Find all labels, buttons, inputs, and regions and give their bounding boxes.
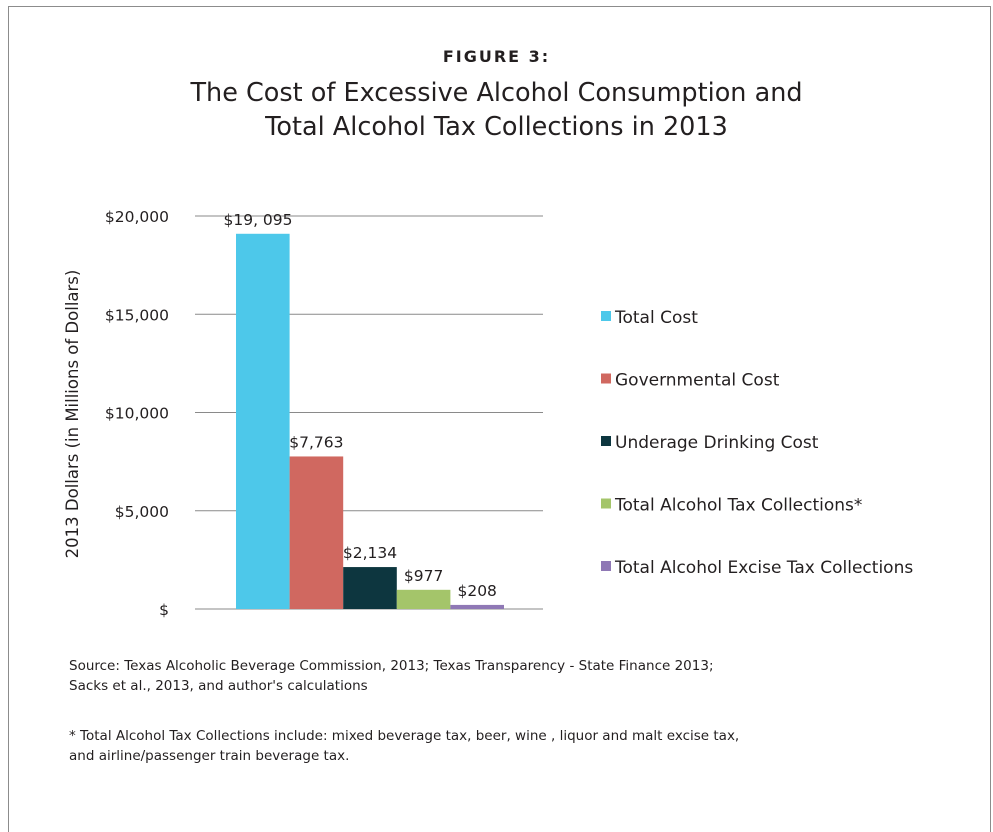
source-line-2: Sacks et al., 2013, and author's calcula… xyxy=(69,678,368,694)
y-tick-label: $15,000 xyxy=(105,306,169,324)
legend-label: Governmental Cost xyxy=(615,371,780,391)
legend-swatch xyxy=(601,561,611,571)
legend-label: Underage Drinking Cost xyxy=(615,433,819,453)
source-line-1: Source: Texas Alcoholic Beverage Commiss… xyxy=(69,658,714,674)
legend-label: Total Cost xyxy=(614,308,698,328)
legend-swatch xyxy=(601,436,611,446)
y-tick-label: $ xyxy=(159,601,169,619)
bar xyxy=(343,567,397,609)
source-note: Source: Texas Alcoholic Beverage Commiss… xyxy=(69,656,714,696)
legend: Total Cost Governmental Cost Underage Drin… xyxy=(601,308,913,578)
bar xyxy=(289,456,344,609)
bar-value-label: $2,134 xyxy=(343,544,397,562)
y-tick-label: $5,000 xyxy=(115,503,169,521)
legend-swatch xyxy=(601,373,611,384)
chart-title-line-1: The Cost of Excessive Alcohol Consumptio… xyxy=(190,78,803,108)
footnote-line-2: and airline/passenger train beverage tax… xyxy=(69,748,350,764)
figure-frame xyxy=(8,6,991,832)
figure-label: FIGURE 3: xyxy=(442,47,551,66)
y-axis-label: 2013 Dollars (in Millions of Dollars) xyxy=(63,270,82,559)
legend-swatch xyxy=(601,311,611,321)
y-axis-tick-labels: $ $5,000 $10,000 $15,000 $20,000 xyxy=(105,208,169,619)
bar xyxy=(396,589,451,609)
bar xyxy=(236,233,290,609)
bar-value-label: $7,763 xyxy=(289,433,343,451)
footnote-line-1: * Total Alcohol Tax Collections include:… xyxy=(69,728,740,744)
legend-label: Total Alcohol Excise Tax Collections xyxy=(614,558,913,578)
footnote: * Total Alcohol Tax Collections include:… xyxy=(69,726,739,766)
legend-swatch xyxy=(601,498,611,509)
bar-value-label: $19, 095 xyxy=(223,211,292,229)
bar-value-label: $208 xyxy=(457,582,496,600)
y-tick-label: $20,000 xyxy=(105,208,169,226)
bars xyxy=(236,233,504,609)
chart-title-line-2: Total Alcohol Tax Collections in 2013 xyxy=(265,112,728,142)
y-tick-label: $10,000 xyxy=(105,405,169,423)
bar xyxy=(450,604,504,609)
bar-value-label: $977 xyxy=(404,567,443,585)
legend-label: Total Alcohol Tax Collections* xyxy=(614,496,862,516)
chart-title: The Cost of Excessive Alcohol Consumptio… xyxy=(0,76,993,144)
data-labels: $19, 095 $7,763 $2,134 $977 $208 xyxy=(223,211,496,600)
